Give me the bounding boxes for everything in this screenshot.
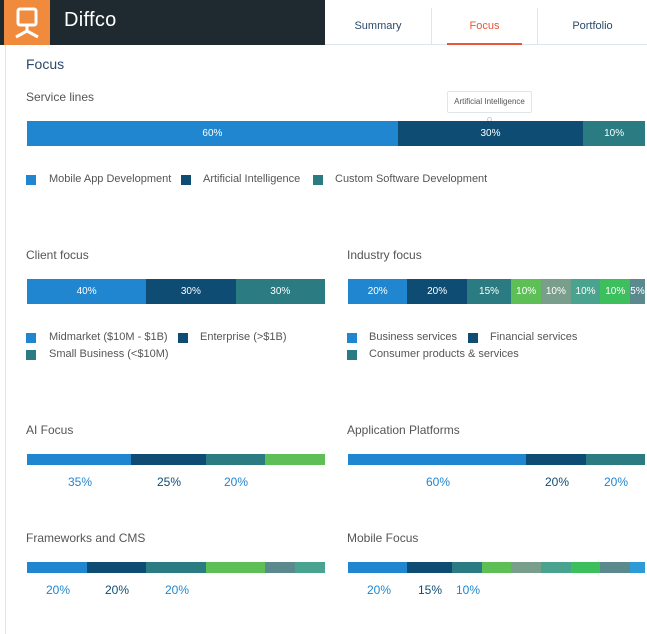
mobile-focus-value: 15% [418,583,443,597]
application-platforms-value: 20% [604,475,629,489]
bar-segment[interactable]: 60% [27,121,398,146]
application-platforms-value: 20% [545,475,570,489]
tab-bar: Summary Focus Portfolio [325,0,647,45]
ai-focus-value: 25% [157,475,182,489]
legend-swatch [313,175,323,185]
person-logo-icon [15,7,39,39]
legend-swatch [347,350,357,360]
bar-segment[interactable] [146,562,206,573]
legend-label: Custom Software Development [335,173,488,185]
application-platforms-bar [348,454,645,465]
bar-segment[interactable]: 20% [407,279,467,304]
legend-label: Artificial Intelligence [203,173,301,185]
service-lines-legend: Mobile App Development Artificial Intell… [26,173,626,189]
legend-label: Small Business (<$10M) [49,348,169,360]
bar-segment[interactable]: 20% [348,279,408,304]
bar-segment[interactable] [511,562,541,573]
application-platforms-title: Application Platforms [347,423,460,437]
bar-segment[interactable] [265,454,325,465]
bar-segment[interactable] [585,454,645,465]
tab-portfolio[interactable]: Portfolio [572,20,613,32]
logo[interactable] [4,0,50,45]
chart-tooltip: Artificial Intelligence [447,91,532,113]
bar-segment[interactable] [526,454,586,465]
legend-swatch [468,333,478,343]
bar-segment[interactable] [630,562,645,573]
bar-segment[interactable] [541,562,571,573]
bar-segment[interactable] [570,562,601,573]
ai-focus-bar [27,454,325,465]
client-focus-title: Client focus [26,248,89,262]
bar-segment[interactable]: 10% [511,279,542,304]
bar-segment[interactable] [205,562,266,573]
bar-segment[interactable]: 30% [235,279,325,304]
frameworks-cms-title: Frameworks and CMS [26,531,146,545]
bar-segment[interactable] [295,562,325,573]
legend-label: Enterprise (>$1B) [200,331,287,343]
bar-segment[interactable]: 10% [583,121,645,146]
client-focus-legend: Midmarket ($10M - $1B) Enterprise (>$1B)… [26,331,326,365]
tab-summary[interactable]: Summary [354,20,402,32]
frameworks-cms-value: 20% [165,583,190,597]
bar-segment[interactable]: 30% [146,279,236,304]
bar-segment[interactable]: 30% [397,121,584,146]
frameworks-cms-bar [27,562,325,573]
industry-focus-bar: 20% 20% 15% 10% 10% 10% 10% 5% [348,279,645,304]
bar-segment[interactable] [348,562,408,573]
page-title: Focus [26,56,65,72]
legend-swatch [347,333,357,343]
bar-segment[interactable] [86,562,147,573]
tab-focus[interactable]: Focus [432,8,537,45]
content-border [5,45,6,634]
bar-segment[interactable] [407,562,452,573]
legend-swatch [181,175,191,185]
service-lines-title: Service lines [26,90,95,104]
application-platforms-value: 60% [426,475,451,489]
legend-label: Financial services [490,331,578,343]
app-header: Diffco Summary Focus Portfolio [0,0,647,45]
bar-segment[interactable] [451,562,482,573]
bar-segment[interactable] [348,454,527,465]
frameworks-cms-value: 20% [105,583,130,597]
mobile-focus-value: 10% [456,583,481,597]
bar-segment[interactable]: 15% [466,279,512,304]
legend-swatch [26,333,36,343]
bar-segment[interactable] [265,562,296,573]
industry-focus-title: Industry focus [347,248,422,262]
frameworks-cms-value: 20% [46,583,71,597]
mobile-focus-title: Mobile Focus [347,531,419,545]
bar-segment[interactable] [131,454,206,465]
legend-swatch [26,350,36,360]
legend-swatch [178,333,188,343]
bar-segment[interactable] [27,454,132,465]
ai-focus-value: 20% [224,475,249,489]
bar-segment[interactable]: 10% [541,279,571,304]
bar-segment[interactable] [600,562,631,573]
legend-swatch [26,175,36,185]
legend-label: Mobile App Development [49,173,172,185]
legend-label: Consumer products & services [369,348,519,360]
bar-segment[interactable]: 10% [600,279,631,304]
brand-bar: Diffco [0,0,325,45]
ai-focus-value: 35% [68,475,93,489]
bar-segment[interactable]: 40% [27,279,147,304]
industry-focus-legend: Business services Financial services Con… [347,331,645,365]
bar-segment[interactable]: 10% [570,279,601,304]
client-focus-bar: 40% 30% 30% [27,279,325,304]
legend-label: Business services [369,331,458,343]
tab-divider [537,8,538,45]
mobile-focus-bar [348,562,645,573]
bar-segment[interactable] [205,454,266,465]
legend-label: Midmarket ($10M - $1B) [49,331,168,343]
service-lines-bar: 60% 30% 10% [27,121,645,146]
mobile-focus-value: 20% [367,583,392,597]
bar-segment[interactable] [481,562,512,573]
ai-focus-title: AI Focus [26,423,74,437]
app-name: Diffco [64,9,117,31]
bar-segment[interactable]: 5% [630,279,645,304]
bar-segment[interactable] [27,562,87,573]
tab-divider [431,8,432,45]
